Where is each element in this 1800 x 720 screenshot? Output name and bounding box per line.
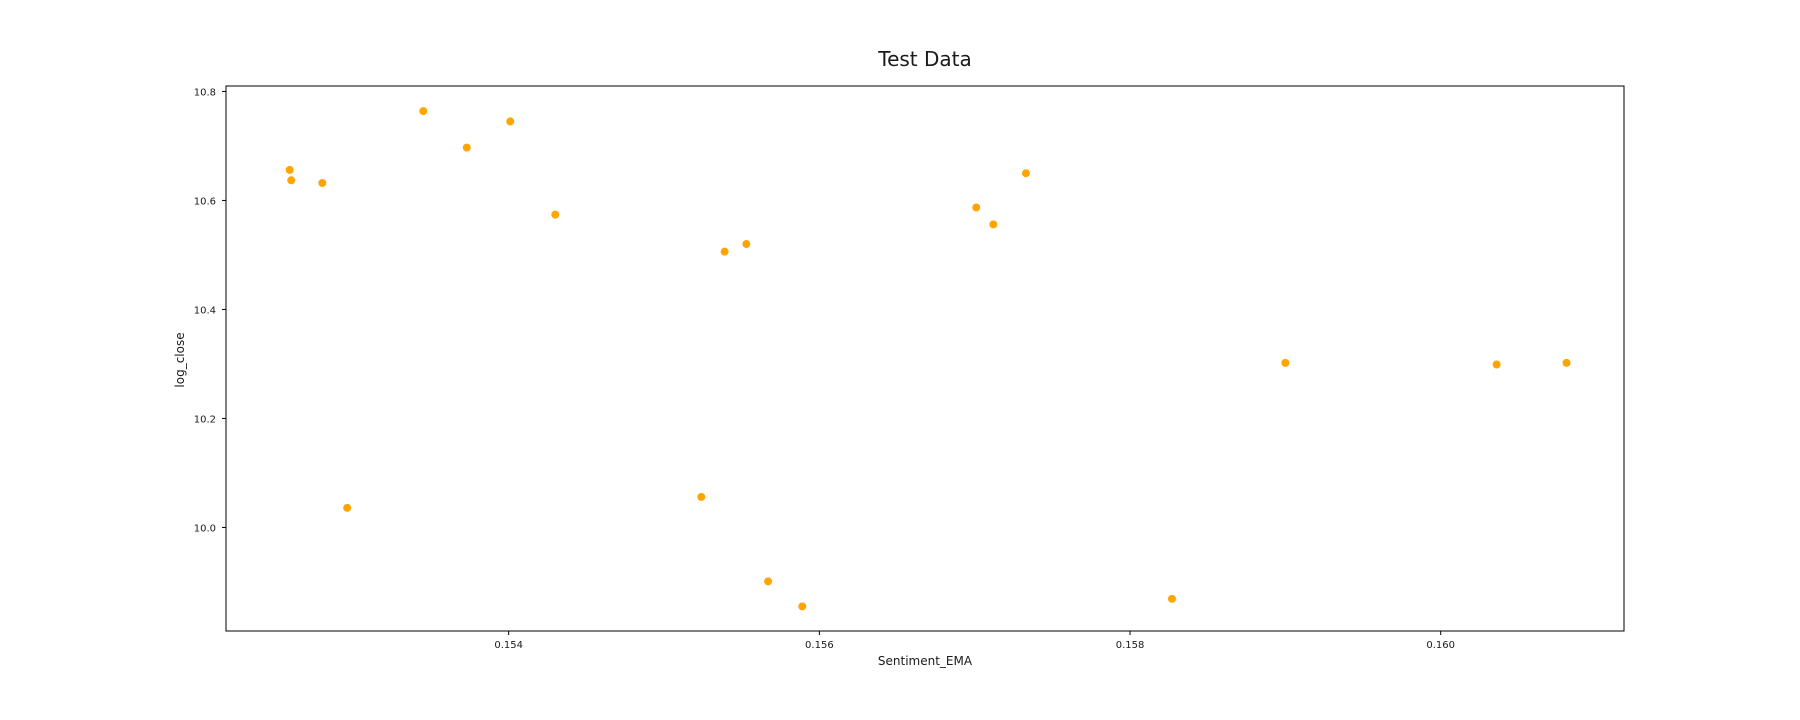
plot-frame xyxy=(225,85,1625,632)
x-axis: 0.154 0.156 0.158 0.160 xyxy=(494,631,1455,651)
data-point xyxy=(462,143,471,152)
y-tick-label: 10.6 xyxy=(194,196,216,207)
data-point xyxy=(1562,358,1571,367)
data-point xyxy=(419,107,428,116)
y-axis-label: log_close xyxy=(173,332,187,387)
data-point xyxy=(720,247,729,256)
data-point xyxy=(1167,594,1176,603)
data-point xyxy=(343,503,352,512)
x-axis-label: Sentiment_EMA xyxy=(878,654,973,668)
data-point xyxy=(764,577,773,586)
data-point xyxy=(697,492,706,501)
data-point xyxy=(506,117,515,126)
y-tick-label: 10.4 xyxy=(194,305,216,316)
data-point xyxy=(742,240,751,249)
y-tick-label: 10.0 xyxy=(194,523,216,534)
data-point xyxy=(989,220,998,229)
y-tick-label: 10.8 xyxy=(194,87,216,98)
scatter-series xyxy=(285,107,1571,611)
y-axis: 10.0 10.2 10.4 10.6 10.8 xyxy=(194,87,226,534)
data-point xyxy=(287,176,296,185)
data-point xyxy=(318,179,327,188)
data-point xyxy=(1021,169,1030,178)
x-tick-label: 0.154 xyxy=(494,640,523,651)
data-point xyxy=(1492,360,1501,369)
data-point xyxy=(798,602,807,611)
data-point xyxy=(1281,358,1290,367)
data-point xyxy=(285,165,294,174)
y-tick-label: 10.2 xyxy=(194,414,216,425)
chart-title: Test Data xyxy=(877,47,972,71)
data-point xyxy=(972,203,981,212)
data-point xyxy=(551,210,560,219)
x-tick-label: 0.160 xyxy=(1426,640,1455,651)
x-tick-label: 0.156 xyxy=(805,640,834,651)
x-tick-label: 0.158 xyxy=(1116,640,1145,651)
